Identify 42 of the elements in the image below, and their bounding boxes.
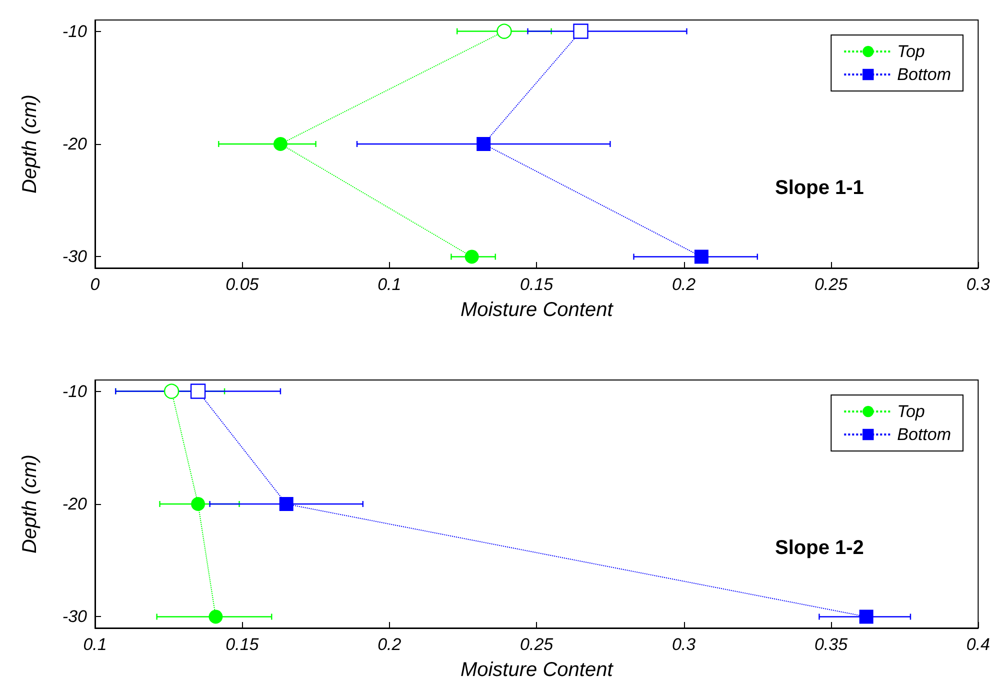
y-axis-title: Depth (cm) [19, 454, 41, 554]
y-tick-label: -10 [62, 382, 88, 401]
x-tick-label: 0.25 [520, 635, 554, 654]
x-tick-label: 0.25 [814, 275, 848, 294]
annotation: Slope 1-2 [775, 537, 864, 559]
x-tick-label: 0.1 [83, 635, 107, 654]
x-tick-label: 0.2 [378, 635, 402, 654]
y-tick-label: -20 [62, 494, 88, 514]
legend-label: Top [897, 42, 925, 61]
x-tick-label: 0.35 [814, 635, 848, 654]
point [273, 137, 288, 151]
point [476, 137, 491, 151]
y-tick-label: -30 [62, 247, 88, 266]
x-axis-title: Moisture Content [460, 659, 614, 681]
legend-label: Bottom [897, 65, 952, 84]
y-tick-label: -10 [62, 22, 88, 41]
x-axis-title: Moisture Content [460, 299, 614, 321]
point [496, 24, 512, 39]
x-tick-label: 0.2 [672, 275, 696, 294]
legend-label: Top [897, 402, 925, 421]
point [859, 610, 874, 624]
point [694, 250, 708, 264]
x-tick-label: 0.15 [226, 635, 260, 654]
x-tick-label: 0.3 [672, 635, 696, 654]
x-tick-label: 0.4 [966, 635, 990, 654]
x-tick-label: 0.1 [378, 275, 402, 294]
y-tick-label: -30 [62, 607, 88, 626]
y-axis-title: Depth (cm) [19, 94, 41, 194]
x-tick-label: 0.05 [226, 275, 260, 294]
point [190, 384, 206, 399]
point [464, 250, 479, 264]
point [191, 497, 206, 511]
x-tick-label: 0.3 [966, 275, 991, 294]
point [573, 24, 588, 39]
point [279, 497, 294, 511]
point [208, 610, 223, 624]
annotation: Slope 1-1 [775, 177, 864, 199]
point [164, 384, 180, 399]
x-tick-label: 0 [90, 275, 100, 294]
x-tick-label: 0.15 [520, 275, 554, 294]
y-tick-label: -20 [62, 134, 88, 154]
legend-label: Bottom [897, 425, 952, 444]
